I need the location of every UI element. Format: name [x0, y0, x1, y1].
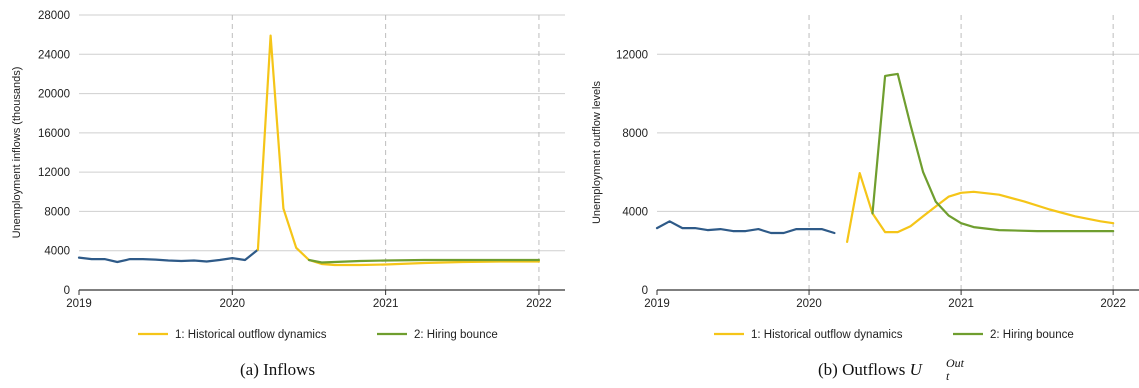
y-axis-label: Unemployment inflows (thousands) [11, 67, 23, 239]
y-tick-label: 12000 [38, 167, 70, 179]
series-line-hiring [307, 258, 540, 264]
x-tick-label: 2020 [796, 298, 822, 310]
y-tick-label: 8000 [622, 128, 648, 140]
caption-math-sup: Out [946, 356, 965, 370]
series-line-historical [256, 34, 540, 267]
caption-math-base: U [910, 360, 924, 379]
x-tick-label: 2020 [220, 298, 246, 310]
y-axis-label: Unemployment outflow levels [591, 80, 603, 224]
legend-label-historical: 1: Historical outflow dynamics [751, 329, 903, 341]
series-line-observed [77, 248, 259, 264]
y-tick-label: 12000 [616, 49, 648, 61]
x-tick-label: 2019 [66, 298, 92, 310]
y-tick-label: 0 [64, 285, 70, 297]
legend-label-hiring: 2: Hiring bounce [990, 329, 1074, 341]
panel-caption: (b) Outflows U [818, 360, 924, 379]
caption-text: (b) Outflows [818, 360, 910, 379]
y-tick-label: 28000 [38, 10, 70, 22]
x-tick-label: 2019 [644, 298, 670, 310]
series-line-hiring [871, 72, 1115, 233]
caption-math-sub: t [946, 369, 950, 383]
x-tick-label: 2022 [1100, 298, 1126, 310]
y-tick-label: 8000 [44, 206, 70, 218]
x-tick-label: 2021 [948, 298, 974, 310]
y-tick-label: 20000 [38, 89, 70, 101]
legend: 1: Historical outflow dynamics 2: Hiring … [138, 329, 498, 341]
x-tick-label: 2021 [373, 298, 399, 310]
y-tick-label: 4000 [44, 246, 70, 258]
legend-label-hiring: 2: Hiring bounce [414, 329, 498, 341]
chart-panel-2: 0 4000 8000 12000 2019 2020 2021 2022 Unemployme… [591, 15, 1139, 383]
legend: 1: Historical outflow dynamics 2: Hiring … [714, 329, 1074, 341]
series-line-historical [846, 172, 1115, 243]
y-tick-label: 0 [642, 285, 648, 297]
legend-label-historical: 1: Historical outflow dynamics [175, 329, 327, 341]
x-tick-label: 2022 [526, 298, 552, 310]
y-tick-label: 16000 [38, 128, 70, 140]
series-line-observed [655, 220, 836, 235]
chart-panel-1: 0 4000 8000 12000 16000 20000 24000 28000 2019 20… [11, 10, 565, 379]
y-tick-label: 4000 [622, 206, 648, 218]
y-tick-label: 24000 [38, 49, 70, 61]
panel-caption: (a) Inflows [240, 360, 315, 379]
